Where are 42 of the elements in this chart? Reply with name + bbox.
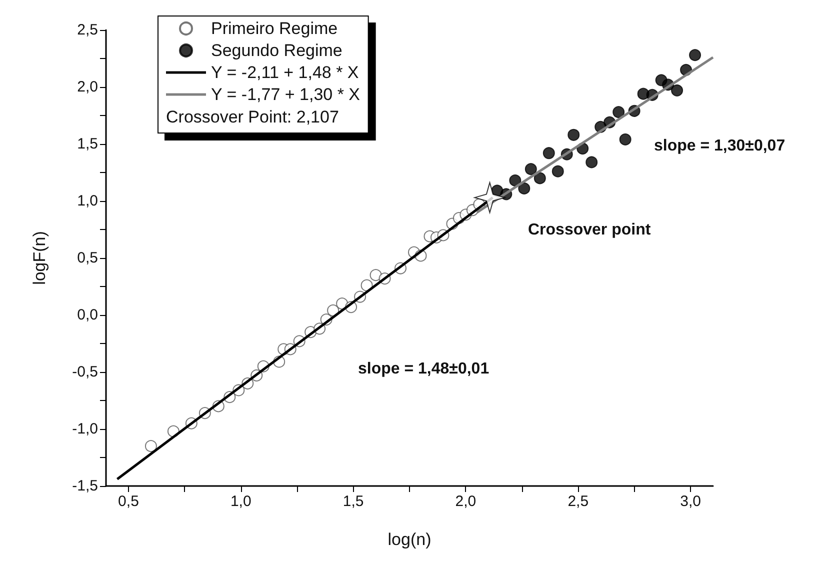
annotation: slope = 1,48±0,01: [358, 360, 490, 378]
y-tick-label: -1,5: [72, 478, 98, 494]
x-tick-label: 1,0: [230, 493, 252, 510]
point: [552, 165, 564, 178]
x-tick-label: 2,5: [568, 493, 589, 510]
point: [568, 128, 580, 141]
y-tick-label: 2,0: [77, 78, 98, 96]
point: [370, 269, 382, 282]
x-tick-label: 2,0: [455, 493, 476, 510]
y-tick-label: 0,5: [77, 250, 98, 266]
annotation: Crossover Point: 2,107: [166, 108, 339, 126]
point: [509, 174, 522, 186]
legend-label: Primeiro Regime: [211, 19, 338, 38]
point: [327, 304, 340, 316]
y-axis-title: logF(n): [30, 231, 49, 285]
point: [542, 147, 555, 160]
x-tick-label: 0,5: [118, 493, 139, 510]
point: [534, 172, 546, 184]
point: [671, 84, 684, 96]
annotation: slope = 1,30±0,07: [654, 138, 786, 154]
point: [474, 182, 506, 214]
y-tick-label: -0,5: [72, 364, 98, 380]
point: [612, 106, 625, 118]
y-tick-label: 1,0: [77, 192, 98, 210]
point: [524, 163, 537, 176]
y-tick-label: -1,0: [72, 420, 98, 438]
legend-label: Y = -2,11 + 1,48 * X: [211, 63, 359, 82]
x-axis-title: log(n): [388, 530, 432, 549]
legend-label: Y = -1,77 + 1,30 * X: [211, 85, 360, 104]
point: [144, 440, 157, 452]
point: [518, 182, 530, 194]
legend-label: Segundo Regime: [211, 41, 342, 60]
y-tick-label: 0,0: [77, 306, 98, 324]
x-tick-label: 3,0: [680, 493, 701, 510]
annotation: Crossover point: [528, 222, 652, 238]
point: [619, 133, 632, 146]
y-tick-label: 2,5: [77, 22, 98, 38]
point: [689, 49, 702, 62]
point: [360, 279, 373, 292]
point: [586, 156, 598, 168]
y-tick-label: 1,5: [77, 136, 98, 152]
x-tick-label: 1,5: [342, 493, 364, 510]
